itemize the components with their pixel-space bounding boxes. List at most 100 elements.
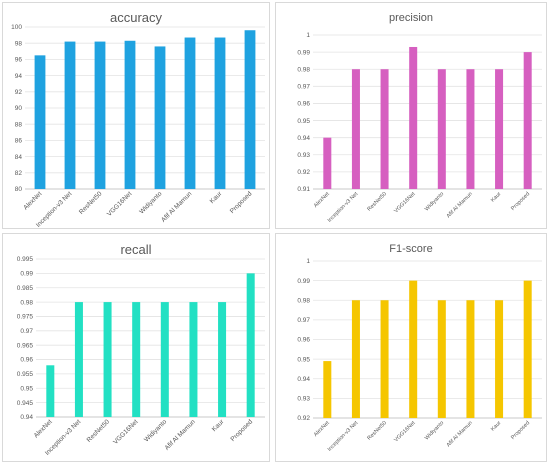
x-tick-label: Afif Al Mamun [164, 418, 198, 452]
y-tick-label: 0.96 [297, 101, 310, 108]
x-tick-label: Afif Al Mamun [160, 190, 194, 224]
bar-afif-al-mamun [189, 302, 198, 417]
chart-title: precision [388, 12, 434, 24]
bar-inception-v3-net [64, 41, 76, 189]
bar-afif-al-mamun [466, 69, 475, 189]
y-tick-label: 0.94 [297, 376, 310, 383]
y-tick-label: 0.98 [297, 66, 310, 73]
y-tick-label: 0.99 [297, 278, 310, 285]
precision-chart: 0.91 0.92 0.93 0.94 0.95 0.96 0.97 0.98 0.99 1 Ale… [297, 32, 542, 224]
x-tick-label: Kaur [211, 418, 226, 433]
x-tick-label: ResNet50 [366, 420, 388, 442]
bar-kaur [218, 302, 227, 417]
bar-vgg16net [409, 280, 418, 418]
y-tick-label: 100 [11, 24, 22, 31]
x-tick-label: Kaur [490, 191, 503, 204]
bar-widiyanto [160, 302, 169, 417]
bar-vgg16net [124, 40, 136, 189]
y-tick-label: 94 [15, 73, 23, 80]
bar-resnet50 [380, 69, 389, 189]
y-tick-label: 96 [15, 57, 23, 64]
bar-alexnet [323, 137, 332, 189]
x-tick-label: Proposed [229, 418, 254, 443]
y-tick-label: 0.93 [297, 396, 310, 403]
chart-title: F1-score [389, 243, 433, 255]
y-tick-label: 0.965 [17, 342, 34, 349]
y-tick-label: 0.975 [17, 314, 34, 321]
x-tick-label: ResNet50 [366, 191, 388, 213]
y-tick-label: 88 [15, 121, 23, 128]
y-tick-label: 0.93 [297, 152, 310, 159]
bar-alexnet [323, 361, 332, 418]
chart-title: accuracy [109, 10, 163, 25]
y-tick-label: 0.94 [20, 414, 33, 421]
y-tick-label: 86 [15, 138, 23, 145]
y-tick-label: 0.97 [297, 317, 310, 324]
y-tick-label: 84 [15, 154, 23, 161]
x-tick-label: AlexNet [313, 420, 331, 438]
y-tick-label: 0.98 [20, 299, 33, 306]
y-tick-label: 0.97 [297, 84, 310, 91]
bar-alexnet [46, 365, 55, 417]
x-tick-label: Widiyanto [424, 191, 445, 212]
y-tick-label: 0.91 [297, 186, 310, 193]
x-tick-label: Kaur [490, 420, 503, 433]
x-tick-label: VGG16Net [112, 418, 140, 446]
y-tick-label: 0.92 [297, 169, 310, 176]
y-tick-label: 80 [15, 186, 23, 193]
y-tick-label: 1 [306, 258, 310, 265]
x-tick-label: Widiyanto [138, 190, 163, 215]
x-tick-label: VGG16Net [106, 190, 134, 218]
bar-widiyanto [154, 46, 166, 189]
bar-proposed [523, 52, 532, 189]
x-tick-label: Afif Al Mamun [446, 420, 474, 448]
bar-afif-al-mamun [184, 37, 196, 189]
bar-widiyanto [437, 300, 446, 418]
x-tick-label: Proposed [510, 420, 531, 441]
bar-kaur [495, 300, 504, 418]
x-tick-label: ResNet50 [86, 418, 112, 444]
bar-proposed [244, 30, 256, 189]
x-tick-label: VGG16Net [393, 420, 417, 444]
y-tick-label: 0.955 [17, 371, 34, 378]
bar-inception-v3-net [351, 300, 360, 418]
precision-chart-panel: precision 0.91 0.92 0.93 0.94 0.95 0.96 0.97 0.… [275, 2, 547, 229]
x-tick-label: AlexNet [22, 190, 43, 211]
y-tick-label: 0.95 [297, 118, 310, 125]
y-tick-label: 0.92 [297, 415, 310, 422]
recall-chart: 0.94 0.945 0.95 0.955 0.96 0.965 0.97 0.975 0.98… [17, 256, 265, 457]
x-tick-label: AlexNet [313, 191, 331, 209]
y-tick-label: 0.985 [17, 285, 34, 292]
bar-kaur [495, 69, 504, 189]
y-tick-label: 1 [306, 32, 310, 39]
y-tick-label: 98 [15, 40, 23, 47]
y-tick-label: 0.97 [20, 328, 33, 335]
bar-proposed [246, 273, 255, 417]
bar-kaur [214, 37, 226, 189]
bar-resnet50 [380, 300, 389, 418]
y-tick-label: 0.945 [17, 400, 34, 407]
f1-score-chart-panel: F1-score 0.92 0.93 0.94 0.95 0.96 0.97 0.98 0.9… [275, 233, 547, 462]
x-tick-label: Proposed [229, 190, 254, 215]
x-tick-label: VGG16Net [393, 191, 417, 215]
f1-score-chart: 0.92 0.93 0.94 0.95 0.96 0.97 0.98 0.99 1 AlexNet… [297, 258, 542, 453]
x-tick-label: Inception-v3 Net [327, 191, 360, 224]
x-tick-label: Kaur [209, 190, 224, 205]
y-tick-label: 0.99 [297, 49, 310, 56]
y-tick-label: 0.94 [297, 135, 310, 142]
y-tick-label: 82 [15, 170, 23, 177]
y-tick-label: 0.95 [297, 356, 310, 363]
bar-inception-v3-net [74, 302, 83, 417]
x-tick-label: Widiyanto [143, 418, 168, 443]
x-tick-label: Inception-v3 Net [327, 420, 360, 453]
bar-afif-al-mamun [466, 300, 475, 418]
x-tick-label: ResNet50 [78, 190, 104, 216]
y-tick-label: 0.96 [297, 337, 310, 344]
y-tick-label: 0.98 [297, 297, 310, 304]
bar-vgg16net [132, 302, 141, 417]
y-tick-label: 92 [15, 89, 23, 96]
y-tick-label: 90 [15, 105, 23, 112]
recall-chart-panel: recall 0.94 0.945 0.95 0.955 0.96 0.965 0.97 0.… [2, 233, 270, 462]
chart-title: recall [120, 242, 152, 257]
y-tick-label: 0.99 [20, 271, 33, 278]
